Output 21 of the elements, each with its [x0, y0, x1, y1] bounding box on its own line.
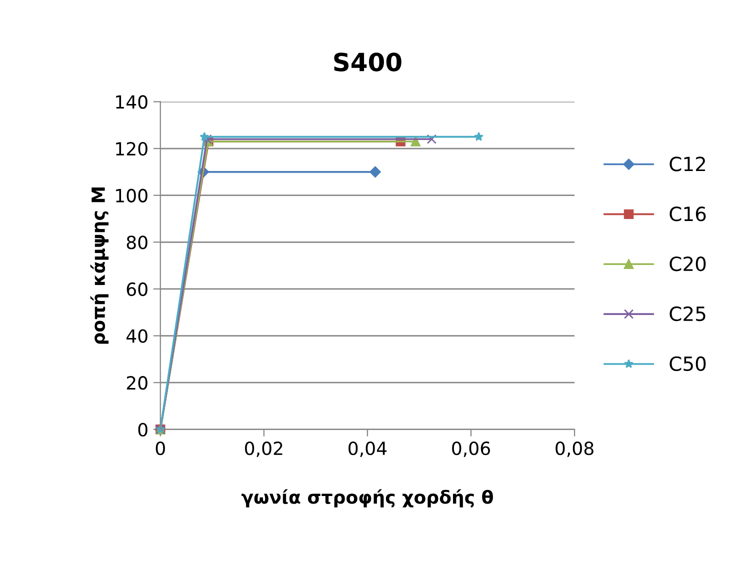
y-axis-title: ροπή κάμψης Μ [90, 188, 109, 344]
y-tick-label: 120 [116, 142, 148, 156]
x-tick-label: 0,08 [556, 442, 594, 458]
y-tick-label: 60 [126, 282, 148, 296]
x-axis-title: γωνία στροφής χορδής θ [241, 489, 493, 508]
y-tick-label: 40 [126, 329, 148, 343]
x-tick-label: 0,02 [245, 442, 282, 458]
x-tick-label: 0 [156, 442, 165, 456]
legend-label: C50 [670, 356, 706, 372]
legend-label: C25 [670, 306, 706, 322]
legend-label: C20 [670, 256, 706, 272]
legend-label: C16 [670, 206, 706, 222]
y-tick-label: 140 [116, 95, 148, 109]
x-tick-label: 0,06 [452, 442, 490, 458]
x-tick-label: 0,04 [348, 442, 387, 458]
y-tick-label: 0 [138, 422, 148, 437]
y-tick-label: 80 [126, 236, 148, 250]
y-tick-label: 20 [126, 376, 148, 390]
legend-label: C12 [670, 156, 705, 172]
chart-title: S400 [334, 52, 402, 72]
y-tick-label: 100 [116, 188, 148, 202]
